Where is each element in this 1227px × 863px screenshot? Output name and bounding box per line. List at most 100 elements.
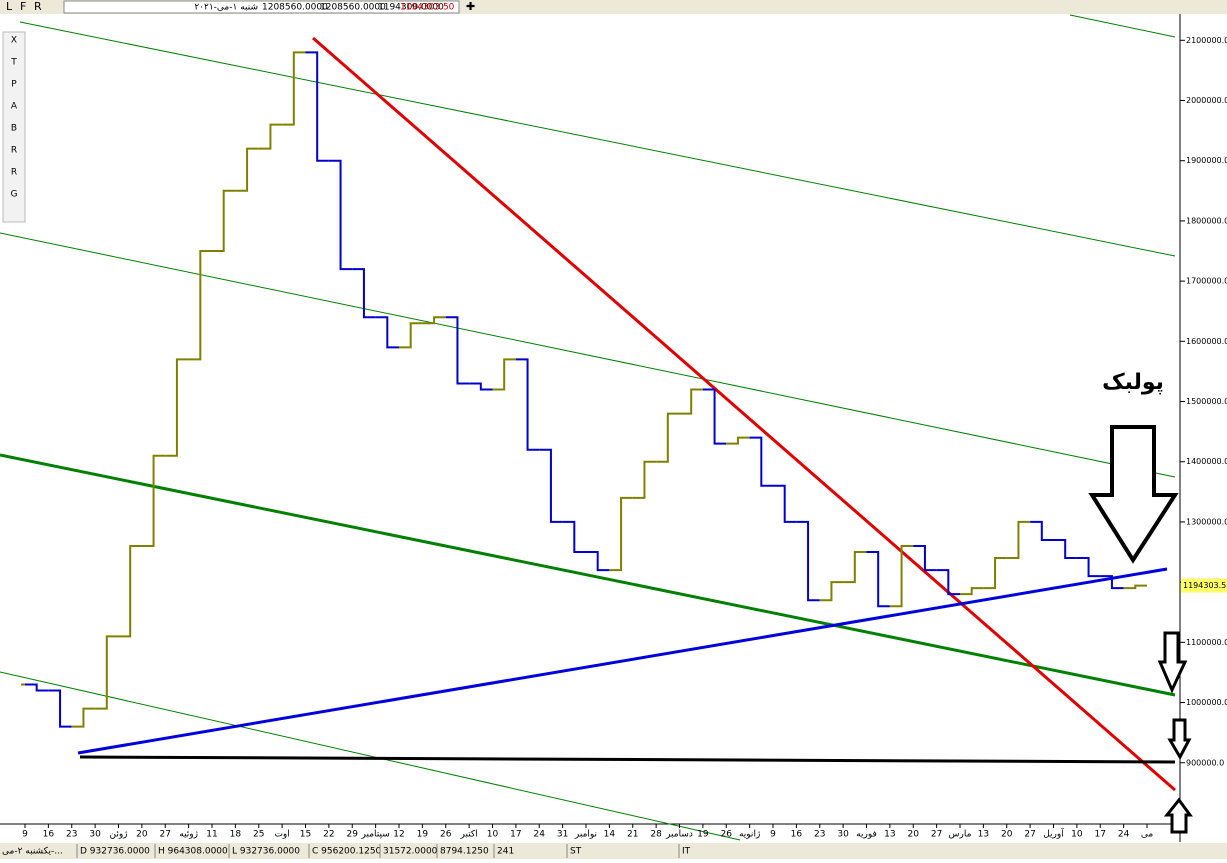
tool-button[interactable]: R xyxy=(11,168,17,178)
price-step xyxy=(983,557,1007,590)
x-tick-label: 26 xyxy=(721,830,733,840)
y-tick-label: 900000.0 xyxy=(1186,758,1224,767)
status-field: D 932736.0000 xyxy=(80,847,150,857)
x-tick-label: دسامبر xyxy=(665,830,693,840)
price-step xyxy=(71,707,96,728)
x-tick-label: 27 xyxy=(931,830,942,840)
tool-button[interactable]: A xyxy=(11,102,18,112)
x-tick-label: 28 xyxy=(650,830,662,840)
x-tick-label: 23 xyxy=(66,830,77,840)
x-tick-label: 16 xyxy=(43,830,55,840)
tool-button[interactable]: X xyxy=(11,36,17,46)
x-tick-label: 25 xyxy=(253,830,264,840)
price-step xyxy=(445,316,470,385)
price-step xyxy=(702,388,727,445)
x-tick-label: آوریل xyxy=(1043,828,1064,840)
price-step xyxy=(399,322,423,349)
y-tick-label: 1800000.0 xyxy=(1186,216,1227,225)
tool-button[interactable]: G xyxy=(11,190,18,200)
x-tick-label: 20 xyxy=(136,830,148,840)
tool-button[interactable]: R xyxy=(11,146,17,156)
price-step xyxy=(609,496,633,572)
price-step xyxy=(282,51,306,126)
price-step xyxy=(773,484,797,523)
status-bar xyxy=(0,843,1227,859)
status-field: H 964308.0000 xyxy=(158,847,228,857)
price-step xyxy=(726,436,750,445)
price-step xyxy=(188,250,212,361)
price-step xyxy=(352,268,376,319)
x-tick-label: اکتبر xyxy=(460,830,478,840)
y-tick-label: 1900000.0 xyxy=(1186,156,1227,165)
status-field: ST xyxy=(570,847,582,857)
status-field: 8794.1250 xyxy=(440,847,489,857)
price-step xyxy=(889,545,914,608)
x-tick-label: 14 xyxy=(604,830,616,840)
price-step xyxy=(1100,575,1124,590)
x-tick-label: 26 xyxy=(440,830,452,840)
x-tick-label: 17 xyxy=(1095,830,1106,840)
tool-button[interactable]: T xyxy=(10,58,17,68)
y-tick-label: 1600000.0 xyxy=(1186,337,1227,346)
tool-letter[interactable]: F xyxy=(20,0,26,13)
last-price-label: 1194303.5 xyxy=(1183,581,1226,590)
quote-high: 1208560.0000 xyxy=(320,3,386,13)
status-field: L 932736.0000 xyxy=(232,847,300,857)
x-tick-label: فوریه xyxy=(856,830,877,840)
y-tick-label: 2000000.0 xyxy=(1186,96,1227,105)
x-tick-label: 27 xyxy=(1024,830,1035,840)
x-tick-label: 23 xyxy=(814,830,825,840)
x-tick-label: 31 xyxy=(557,830,568,840)
x-tick-label: 18 xyxy=(230,830,242,840)
status-field: یکشنبه ۲-می-... xyxy=(2,847,63,857)
x-tick-label: 16 xyxy=(791,830,803,840)
tool-letter[interactable]: L xyxy=(6,0,13,13)
price-step xyxy=(165,358,189,457)
y-tick-label: 1100000.0 xyxy=(1186,638,1227,647)
x-tick-label: می xyxy=(1141,830,1154,840)
tool-letter[interactable]: R xyxy=(34,0,42,13)
price-step xyxy=(328,159,353,271)
price-step xyxy=(469,382,493,391)
price-step xyxy=(562,520,586,554)
x-tick-label: 24 xyxy=(534,830,546,840)
quote-low: 1194300.0000 xyxy=(378,3,444,13)
tool-button[interactable]: B xyxy=(11,124,17,134)
add-button[interactable]: ✚ xyxy=(466,0,475,13)
x-tick-label: 11 xyxy=(206,830,217,840)
x-tick-label: 19 xyxy=(697,830,709,840)
x-tick-label: ژوئن xyxy=(109,830,127,840)
x-tick-label: 10 xyxy=(1071,830,1083,840)
price-step xyxy=(258,123,283,150)
x-tick-label: 30 xyxy=(89,830,101,840)
x-tick-label: 19 xyxy=(417,830,429,840)
x-tick-label: 20 xyxy=(908,830,920,840)
status-field: 31572.0000 xyxy=(383,847,438,857)
price-step xyxy=(539,448,563,523)
price-step xyxy=(515,358,540,451)
price-step xyxy=(936,569,960,596)
tool-button[interactable]: P xyxy=(11,80,17,90)
price-step xyxy=(749,436,773,487)
quote-box xyxy=(63,0,460,14)
x-tick-label: 24 xyxy=(1118,830,1130,840)
y-tick-label: 1000000.0 xyxy=(1186,698,1227,707)
y-tick-label: 2100000.0 xyxy=(1186,36,1227,45)
x-tick-label: 30 xyxy=(837,830,849,840)
tools-panel xyxy=(2,31,26,223)
status-field: C 956200.1250 xyxy=(312,847,382,857)
x-tick-label: 9 xyxy=(22,830,28,840)
last-price-box xyxy=(1181,578,1227,593)
price-step xyxy=(679,388,703,415)
price-step xyxy=(492,358,516,391)
price-step xyxy=(305,51,329,162)
x-tick-label: 12 xyxy=(393,830,404,840)
y-tick-label: 1300000.0 xyxy=(1186,517,1227,526)
quote-date: شنبه ۱-می-۲۰۲۱ xyxy=(194,3,258,13)
y-tick-label: 1500000.0 xyxy=(1186,397,1227,406)
price-step xyxy=(796,520,820,602)
y-tick-label: 1400000.0 xyxy=(1186,457,1227,466)
quote-close: 1194303.50 xyxy=(400,3,455,13)
price-step xyxy=(235,147,259,192)
